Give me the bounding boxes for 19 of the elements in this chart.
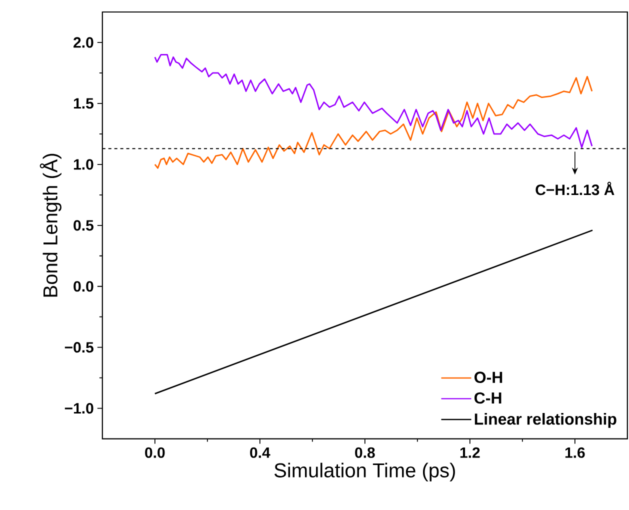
legend-label: C-H bbox=[474, 392, 502, 404]
y-tick-label: 0.0 bbox=[74, 281, 94, 292]
y-tick-label: −1.0 bbox=[64, 403, 94, 414]
legend-label: O-H bbox=[474, 372, 502, 384]
x-axis-title: Simulation Time (ps) bbox=[274, 462, 455, 482]
y-tick-label: 2.0 bbox=[74, 37, 94, 48]
y-axis-title: Bond Length (Å) bbox=[40, 154, 62, 297]
x-tick-label: 0.8 bbox=[355, 447, 375, 458]
x-tick-label: 1.6 bbox=[565, 447, 585, 458]
x-tick-label: 1.2 bbox=[460, 447, 480, 458]
line-series bbox=[154, 76, 593, 169]
legend-label: Linear relationship bbox=[474, 412, 616, 428]
y-tick-label: 1.0 bbox=[74, 159, 94, 170]
x-tick-label: 0.0 bbox=[145, 447, 165, 458]
x-tick-label: 0.4 bbox=[250, 447, 270, 458]
annotation: C−H:1.13 Å bbox=[536, 182, 614, 196]
y-tick-label: 0.5 bbox=[74, 220, 94, 231]
y-tick-label: −0.5 bbox=[64, 342, 94, 353]
y-tick-label: 1.5 bbox=[74, 98, 94, 109]
